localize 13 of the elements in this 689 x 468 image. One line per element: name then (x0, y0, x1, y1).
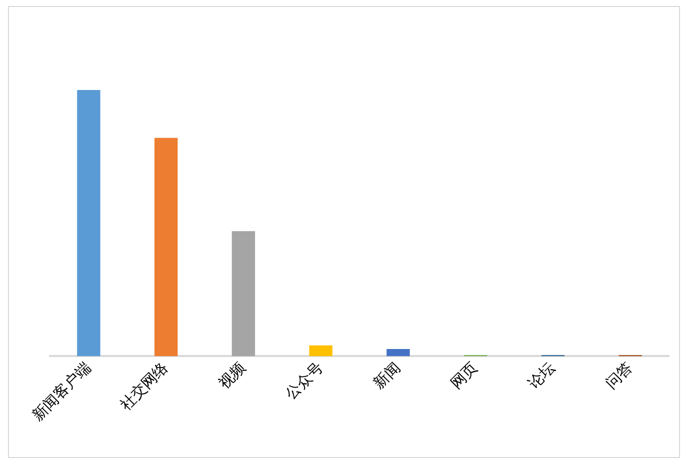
bar (232, 231, 256, 356)
x-tick-label: 新闻 (370, 358, 404, 392)
bar (386, 349, 410, 356)
bar (154, 138, 178, 356)
x-tick-label: 网页 (447, 358, 482, 392)
x-tick-label: 论坛 (524, 358, 559, 392)
x-tick-label: 视频 (215, 358, 250, 392)
x-tick-label: 公众号 (282, 358, 326, 403)
x-tick-label: 新闻客户端 (28, 358, 94, 424)
bar (77, 90, 100, 356)
bar (309, 345, 332, 356)
x-tick-label: 社交网络 (116, 358, 172, 414)
x-tick-label: 问答 (602, 358, 636, 392)
